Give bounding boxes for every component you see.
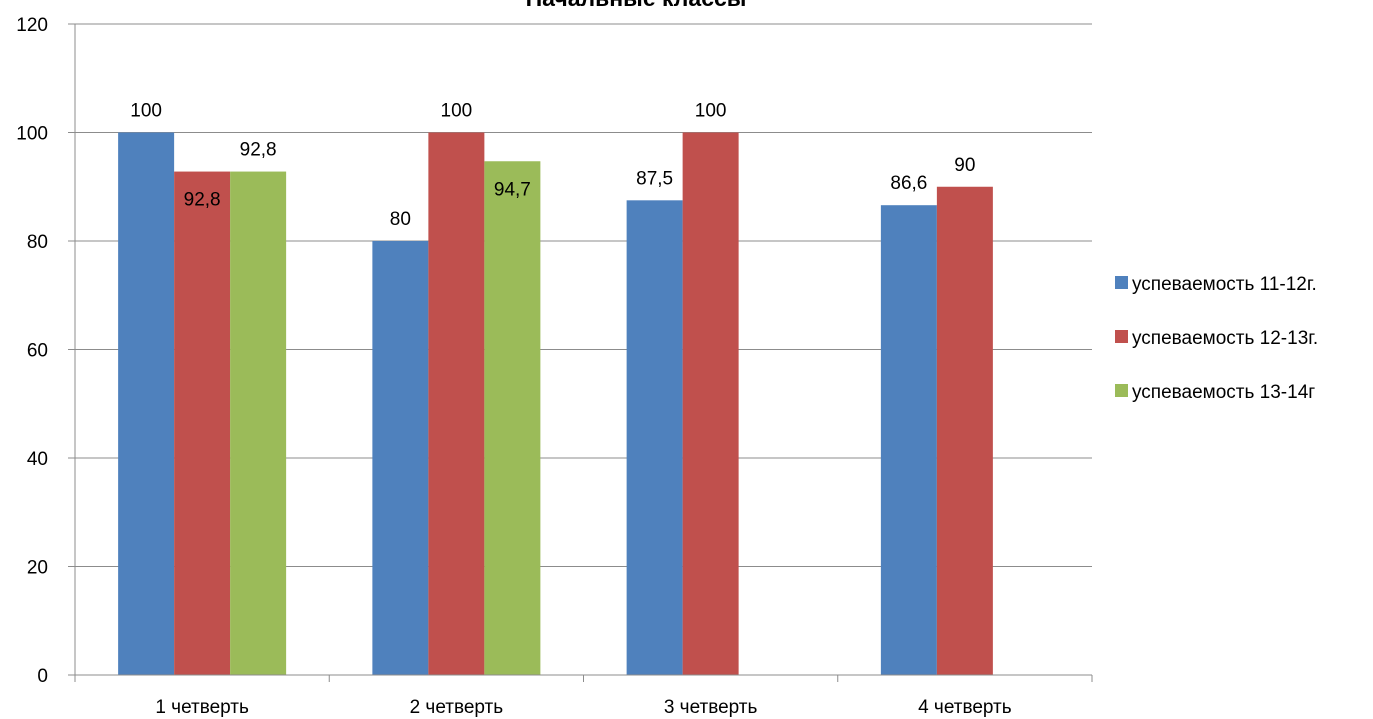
data-label: 100 xyxy=(695,101,727,122)
axes xyxy=(68,23,1093,682)
y-tick-label: 120 xyxy=(16,15,48,36)
data-label: 80 xyxy=(390,209,411,230)
bar xyxy=(484,161,541,675)
y-tick-label: 40 xyxy=(27,449,48,470)
data-label: 92,8 xyxy=(240,140,277,161)
legend-swatch xyxy=(1115,384,1128,397)
bar xyxy=(118,132,175,675)
x-tick-label: 4 четверть xyxy=(918,697,1012,718)
bar xyxy=(626,200,683,675)
y-tick-label: 80 xyxy=(27,232,48,253)
data-label: 100 xyxy=(441,101,473,122)
data-label: 86,6 xyxy=(890,173,927,194)
legend-swatch xyxy=(1115,276,1128,289)
legend-label: успеваемость 12-13г. xyxy=(1132,328,1318,349)
bar xyxy=(174,171,231,675)
y-tick-label: 0 xyxy=(37,666,48,687)
x-tick-label: 1 четверть xyxy=(155,697,249,718)
bar xyxy=(428,132,485,675)
legend: успеваемость 11-12г. успеваемость 12-13г.… xyxy=(1115,274,1318,403)
x-tick-label: 2 четверть xyxy=(410,697,504,718)
x-axis-tick-labels: 1 четверть 2 четверть 3 четверть 4 четверть xyxy=(155,697,1011,718)
x-tick-label: 3 четверть xyxy=(664,697,758,718)
data-labels: 100 92,8 92,8 80 100 94,7 87,5 100 86,6 90 xyxy=(130,101,975,231)
y-axis-tick-labels: 0 20 40 60 80 100 120 xyxy=(16,15,48,687)
data-label: 94,7 xyxy=(494,179,531,200)
y-tick-label: 60 xyxy=(27,341,48,362)
bar xyxy=(230,171,287,675)
legend-swatch xyxy=(1115,330,1128,343)
data-label: 87,5 xyxy=(636,168,673,189)
chart-title: Начальные классы xyxy=(526,0,747,11)
y-tick-label: 100 xyxy=(16,124,48,145)
bar xyxy=(682,132,739,675)
data-label: 92,8 xyxy=(184,190,221,211)
y-tick-label: 20 xyxy=(27,558,48,579)
data-label: 90 xyxy=(954,155,975,176)
bar xyxy=(936,186,993,675)
legend-label: успеваемость 11-12г. xyxy=(1132,274,1317,295)
bar xyxy=(880,205,937,675)
bar xyxy=(372,241,429,675)
bars xyxy=(118,132,993,675)
legend-label: успеваемость 13-14г xyxy=(1132,382,1315,403)
data-label: 100 xyxy=(130,101,162,122)
